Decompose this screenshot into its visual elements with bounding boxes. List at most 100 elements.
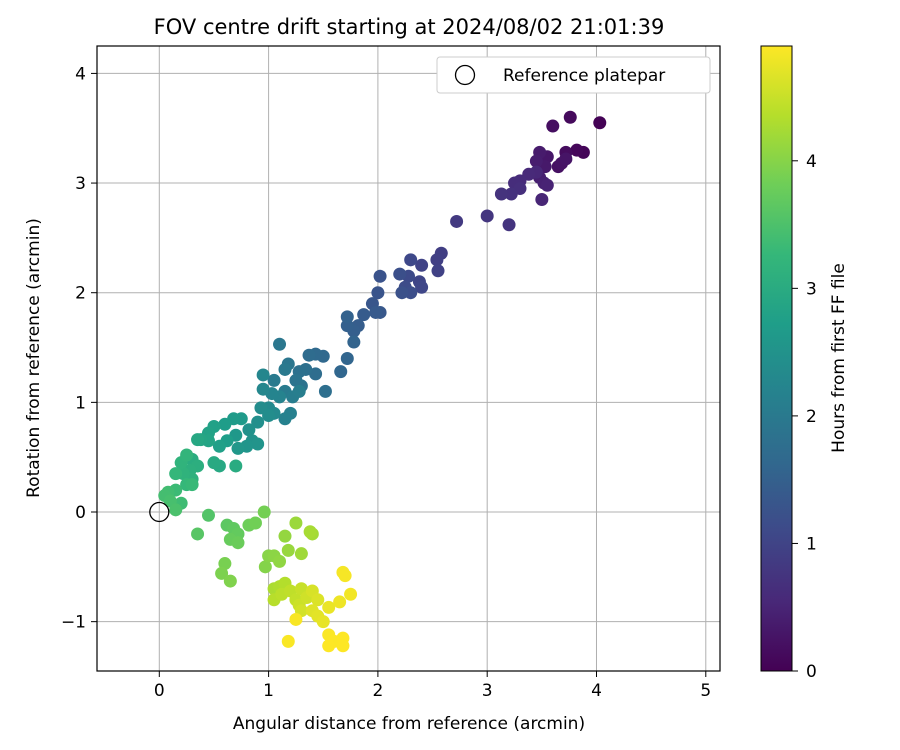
data-point bbox=[347, 335, 361, 349]
data-point bbox=[494, 187, 508, 201]
data-point bbox=[369, 305, 383, 319]
data-point bbox=[318, 384, 332, 398]
data-point bbox=[289, 516, 303, 530]
y-tick-label: 2 bbox=[75, 284, 86, 304]
data-point bbox=[185, 478, 199, 492]
data-point bbox=[281, 634, 295, 648]
data-point bbox=[169, 467, 183, 481]
data-point bbox=[215, 566, 229, 580]
data-point bbox=[191, 527, 205, 541]
data-point bbox=[336, 639, 350, 653]
data-point bbox=[593, 116, 607, 130]
data-point bbox=[450, 214, 464, 228]
data-point bbox=[257, 505, 271, 519]
data-point bbox=[207, 456, 221, 470]
data-point bbox=[373, 269, 387, 283]
plot-frame bbox=[96, 45, 721, 672]
x-tick-label: 1 bbox=[263, 681, 274, 701]
y-tick-label: 1 bbox=[75, 393, 86, 413]
data-point bbox=[322, 639, 336, 653]
data-point bbox=[546, 119, 560, 133]
x-tick-label: 2 bbox=[372, 681, 383, 701]
colorbar: 0 1 2 3 4 Hours from first FF file bbox=[760, 45, 849, 682]
data-point bbox=[223, 574, 237, 588]
legend-marker bbox=[454, 64, 476, 86]
reference-marker bbox=[149, 501, 170, 523]
data-point bbox=[201, 508, 215, 522]
data-point bbox=[302, 348, 316, 362]
data-point bbox=[415, 258, 429, 272]
y-tick-label: 3 bbox=[75, 174, 86, 194]
legend-box bbox=[436, 56, 711, 94]
data-point bbox=[338, 569, 352, 583]
data-point bbox=[278, 362, 292, 376]
data-point bbox=[292, 384, 306, 398]
data-point bbox=[258, 560, 272, 574]
data-point bbox=[333, 595, 347, 609]
data-point bbox=[218, 417, 232, 431]
y-tick-label: 4 bbox=[75, 64, 86, 84]
data-point bbox=[278, 529, 292, 543]
data-point bbox=[431, 264, 445, 278]
data-point bbox=[169, 503, 183, 517]
data-point bbox=[559, 152, 573, 166]
data-point bbox=[248, 516, 262, 530]
data-point bbox=[267, 373, 281, 387]
data-point bbox=[570, 143, 584, 157]
data-point bbox=[289, 612, 303, 626]
data-point bbox=[242, 423, 256, 437]
reference-platepar-marker bbox=[149, 501, 170, 523]
data-point bbox=[395, 286, 409, 300]
data-point bbox=[309, 367, 323, 381]
data-point bbox=[180, 448, 194, 462]
data-point bbox=[278, 412, 292, 426]
x-tick-label: 0 bbox=[154, 681, 165, 701]
data-point bbox=[191, 433, 205, 447]
data-points bbox=[158, 110, 607, 653]
data-point bbox=[563, 110, 577, 124]
data-point bbox=[218, 557, 232, 571]
data-point bbox=[262, 409, 276, 423]
data-point bbox=[430, 253, 444, 267]
data-point bbox=[273, 337, 287, 351]
colorbar-tick-label: 1 bbox=[806, 534, 817, 554]
data-point bbox=[256, 382, 270, 396]
colorbar-label: Hours from first FF file bbox=[829, 263, 849, 453]
colorbar-tick-label: 4 bbox=[806, 152, 817, 172]
colorbar-tick-label: 0 bbox=[806, 662, 817, 682]
y-tick-label: −1 bbox=[61, 613, 86, 633]
x-axis-ticks: 0 1 2 3 4 5 bbox=[154, 671, 711, 701]
data-point bbox=[540, 178, 554, 192]
colorbar-gradient bbox=[760, 45, 793, 672]
data-point bbox=[529, 154, 543, 168]
colorbar-tick-label: 3 bbox=[806, 279, 817, 299]
data-point bbox=[231, 536, 245, 550]
data-point bbox=[404, 253, 418, 267]
colorbar-tick-label: 2 bbox=[806, 407, 817, 427]
x-tick-label: 3 bbox=[482, 681, 493, 701]
data-point bbox=[322, 600, 336, 614]
data-point bbox=[357, 308, 371, 322]
data-point bbox=[480, 209, 494, 223]
data-point bbox=[289, 373, 303, 387]
data-point bbox=[334, 365, 348, 379]
data-point bbox=[251, 437, 265, 451]
y-axis-ticks: −1 0 1 2 3 4 bbox=[61, 64, 97, 633]
data-point bbox=[415, 280, 429, 294]
x-tick-label: 4 bbox=[591, 681, 602, 701]
data-point bbox=[316, 615, 330, 629]
data-point bbox=[504, 187, 518, 201]
legend: Reference platepar bbox=[436, 56, 711, 94]
data-point bbox=[231, 441, 245, 455]
data-point bbox=[535, 193, 549, 207]
data-point bbox=[502, 218, 516, 232]
data-point bbox=[371, 286, 385, 300]
data-point bbox=[393, 267, 407, 281]
data-point bbox=[229, 459, 243, 473]
data-point bbox=[303, 525, 317, 539]
data-point bbox=[212, 439, 226, 453]
data-point bbox=[251, 415, 265, 429]
data-point bbox=[256, 368, 270, 382]
data-point bbox=[273, 554, 287, 568]
